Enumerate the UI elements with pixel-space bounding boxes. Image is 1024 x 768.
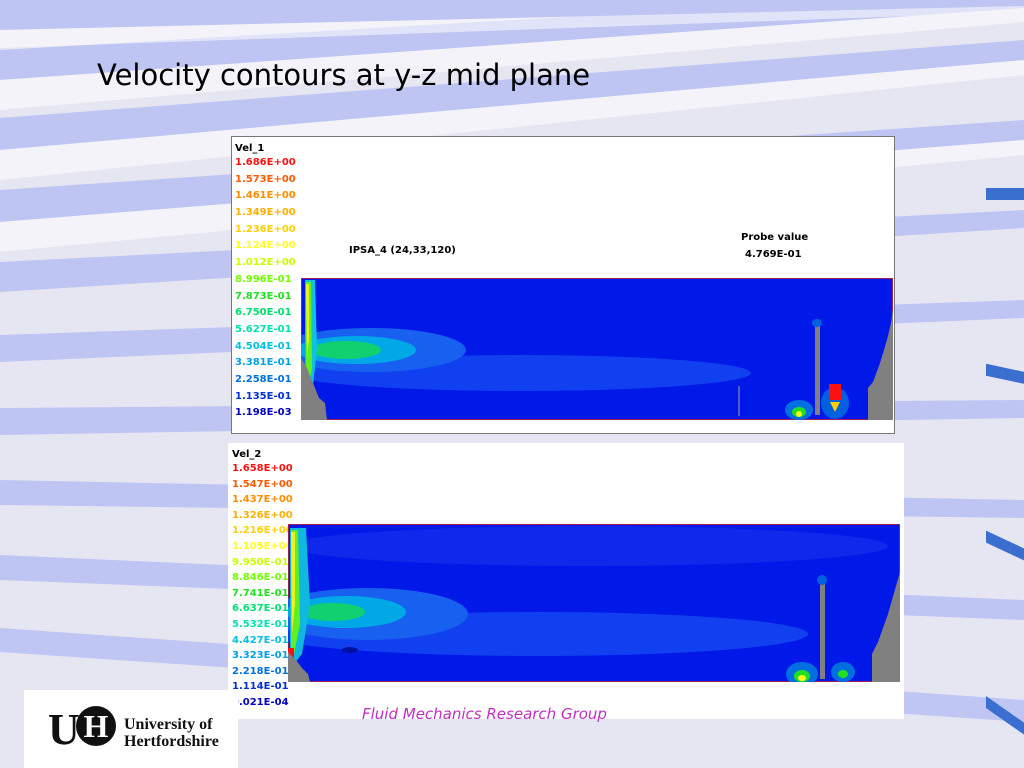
legend-entry: 3.323E-01 bbox=[232, 650, 289, 662]
logo-line-2: Hertfordshire bbox=[124, 733, 219, 750]
legend-entry: 1.236E+00 bbox=[235, 223, 296, 235]
legend-entry: 1.105E+00 bbox=[232, 540, 293, 552]
contour-plot-vel2: Vel_2 1.658E+00 1.547E+00 1.437E+00 1.326E+… bbox=[228, 443, 904, 719]
slide-title: Velocity contours at y-z mid plane bbox=[97, 58, 591, 92]
velocity-contour-field-1 bbox=[301, 278, 893, 420]
case-label: IPSA_4 (24,33,120) bbox=[349, 245, 456, 256]
logo-wordmark: University of Hertfordshire bbox=[124, 716, 219, 750]
legend-entry: 1.135E-01 bbox=[235, 390, 292, 402]
legend-title: Vel_1 bbox=[235, 143, 265, 154]
footer-text: Fluid Mechanics Research Group bbox=[362, 705, 607, 723]
legend-entry: 3.381E-01 bbox=[235, 357, 292, 369]
legend-entry: 1.547E+00 bbox=[232, 478, 293, 490]
legend-entry: 1.012E+00 bbox=[235, 257, 296, 269]
velocity-contour-field-2 bbox=[288, 524, 900, 682]
legend-entry: 7.873E-01 bbox=[235, 290, 292, 302]
legend-entry: 4.504E-01 bbox=[235, 340, 292, 352]
legend-entry: 6.637E-01 bbox=[232, 603, 289, 615]
legend-entry: 2.218E-01 bbox=[232, 665, 289, 677]
legend-entry: 8.996E-01 bbox=[235, 273, 292, 285]
legend-entry: 1.326E+00 bbox=[232, 509, 293, 521]
legend-entry: 5.532E-01 bbox=[232, 618, 289, 630]
legend-entry: 1.114E-01 bbox=[232, 681, 289, 693]
contour-plot-vel1: Vel_1 1.686E+00 1.573E+00 1.461E+00 1.349E+… bbox=[231, 136, 895, 434]
legend-entry: 1.124E+00 bbox=[235, 240, 296, 252]
probe-value: 4.769E-01 bbox=[745, 249, 802, 260]
legend-entry: 1.437E+00 bbox=[232, 494, 293, 506]
university-logo: U H University of Hertfordshire bbox=[24, 690, 238, 768]
logo-line-1: University of bbox=[124, 716, 213, 733]
legend-entry: 1.198E-03 bbox=[235, 407, 292, 419]
legend-vel1: Vel_1 1.686E+00 1.573E+00 1.461E+00 1.349E+… bbox=[235, 142, 296, 422]
legend-entry: 1.573E+00 bbox=[235, 173, 296, 185]
legend-entry: 1.461E+00 bbox=[235, 190, 296, 202]
logo-mark-u: U bbox=[48, 705, 80, 754]
legend-title: Vel_2 bbox=[232, 449, 262, 460]
side-tab-decoration bbox=[986, 188, 1024, 200]
legend-entry: 7.741E-01 bbox=[232, 587, 289, 599]
legend-entry: 9.950E-01 bbox=[232, 556, 289, 568]
legend-entry: 1.686E+00 bbox=[235, 157, 296, 168]
probe-label: Probe value bbox=[741, 232, 809, 243]
logo-mark-h: H bbox=[76, 706, 116, 746]
legend-vel2: Vel_2 1.658E+00 1.547E+00 1.437E+00 1.326E+… bbox=[232, 448, 293, 711]
legend-entry: 2.258E-01 bbox=[235, 373, 292, 385]
legend-entry: 8.846E-01 bbox=[232, 572, 289, 584]
legend-entry: 5.627E-01 bbox=[235, 323, 292, 335]
legend-entry: 6.750E-01 bbox=[235, 307, 292, 319]
legend-entry: 1.658E+00 bbox=[232, 463, 293, 474]
legend-entry: 9.021E-04 bbox=[232, 696, 289, 708]
legend-entry: 1.349E+00 bbox=[235, 207, 296, 219]
legend-entry: 4.427E-01 bbox=[232, 634, 289, 646]
legend-entry: 1.216E+00 bbox=[232, 525, 293, 537]
